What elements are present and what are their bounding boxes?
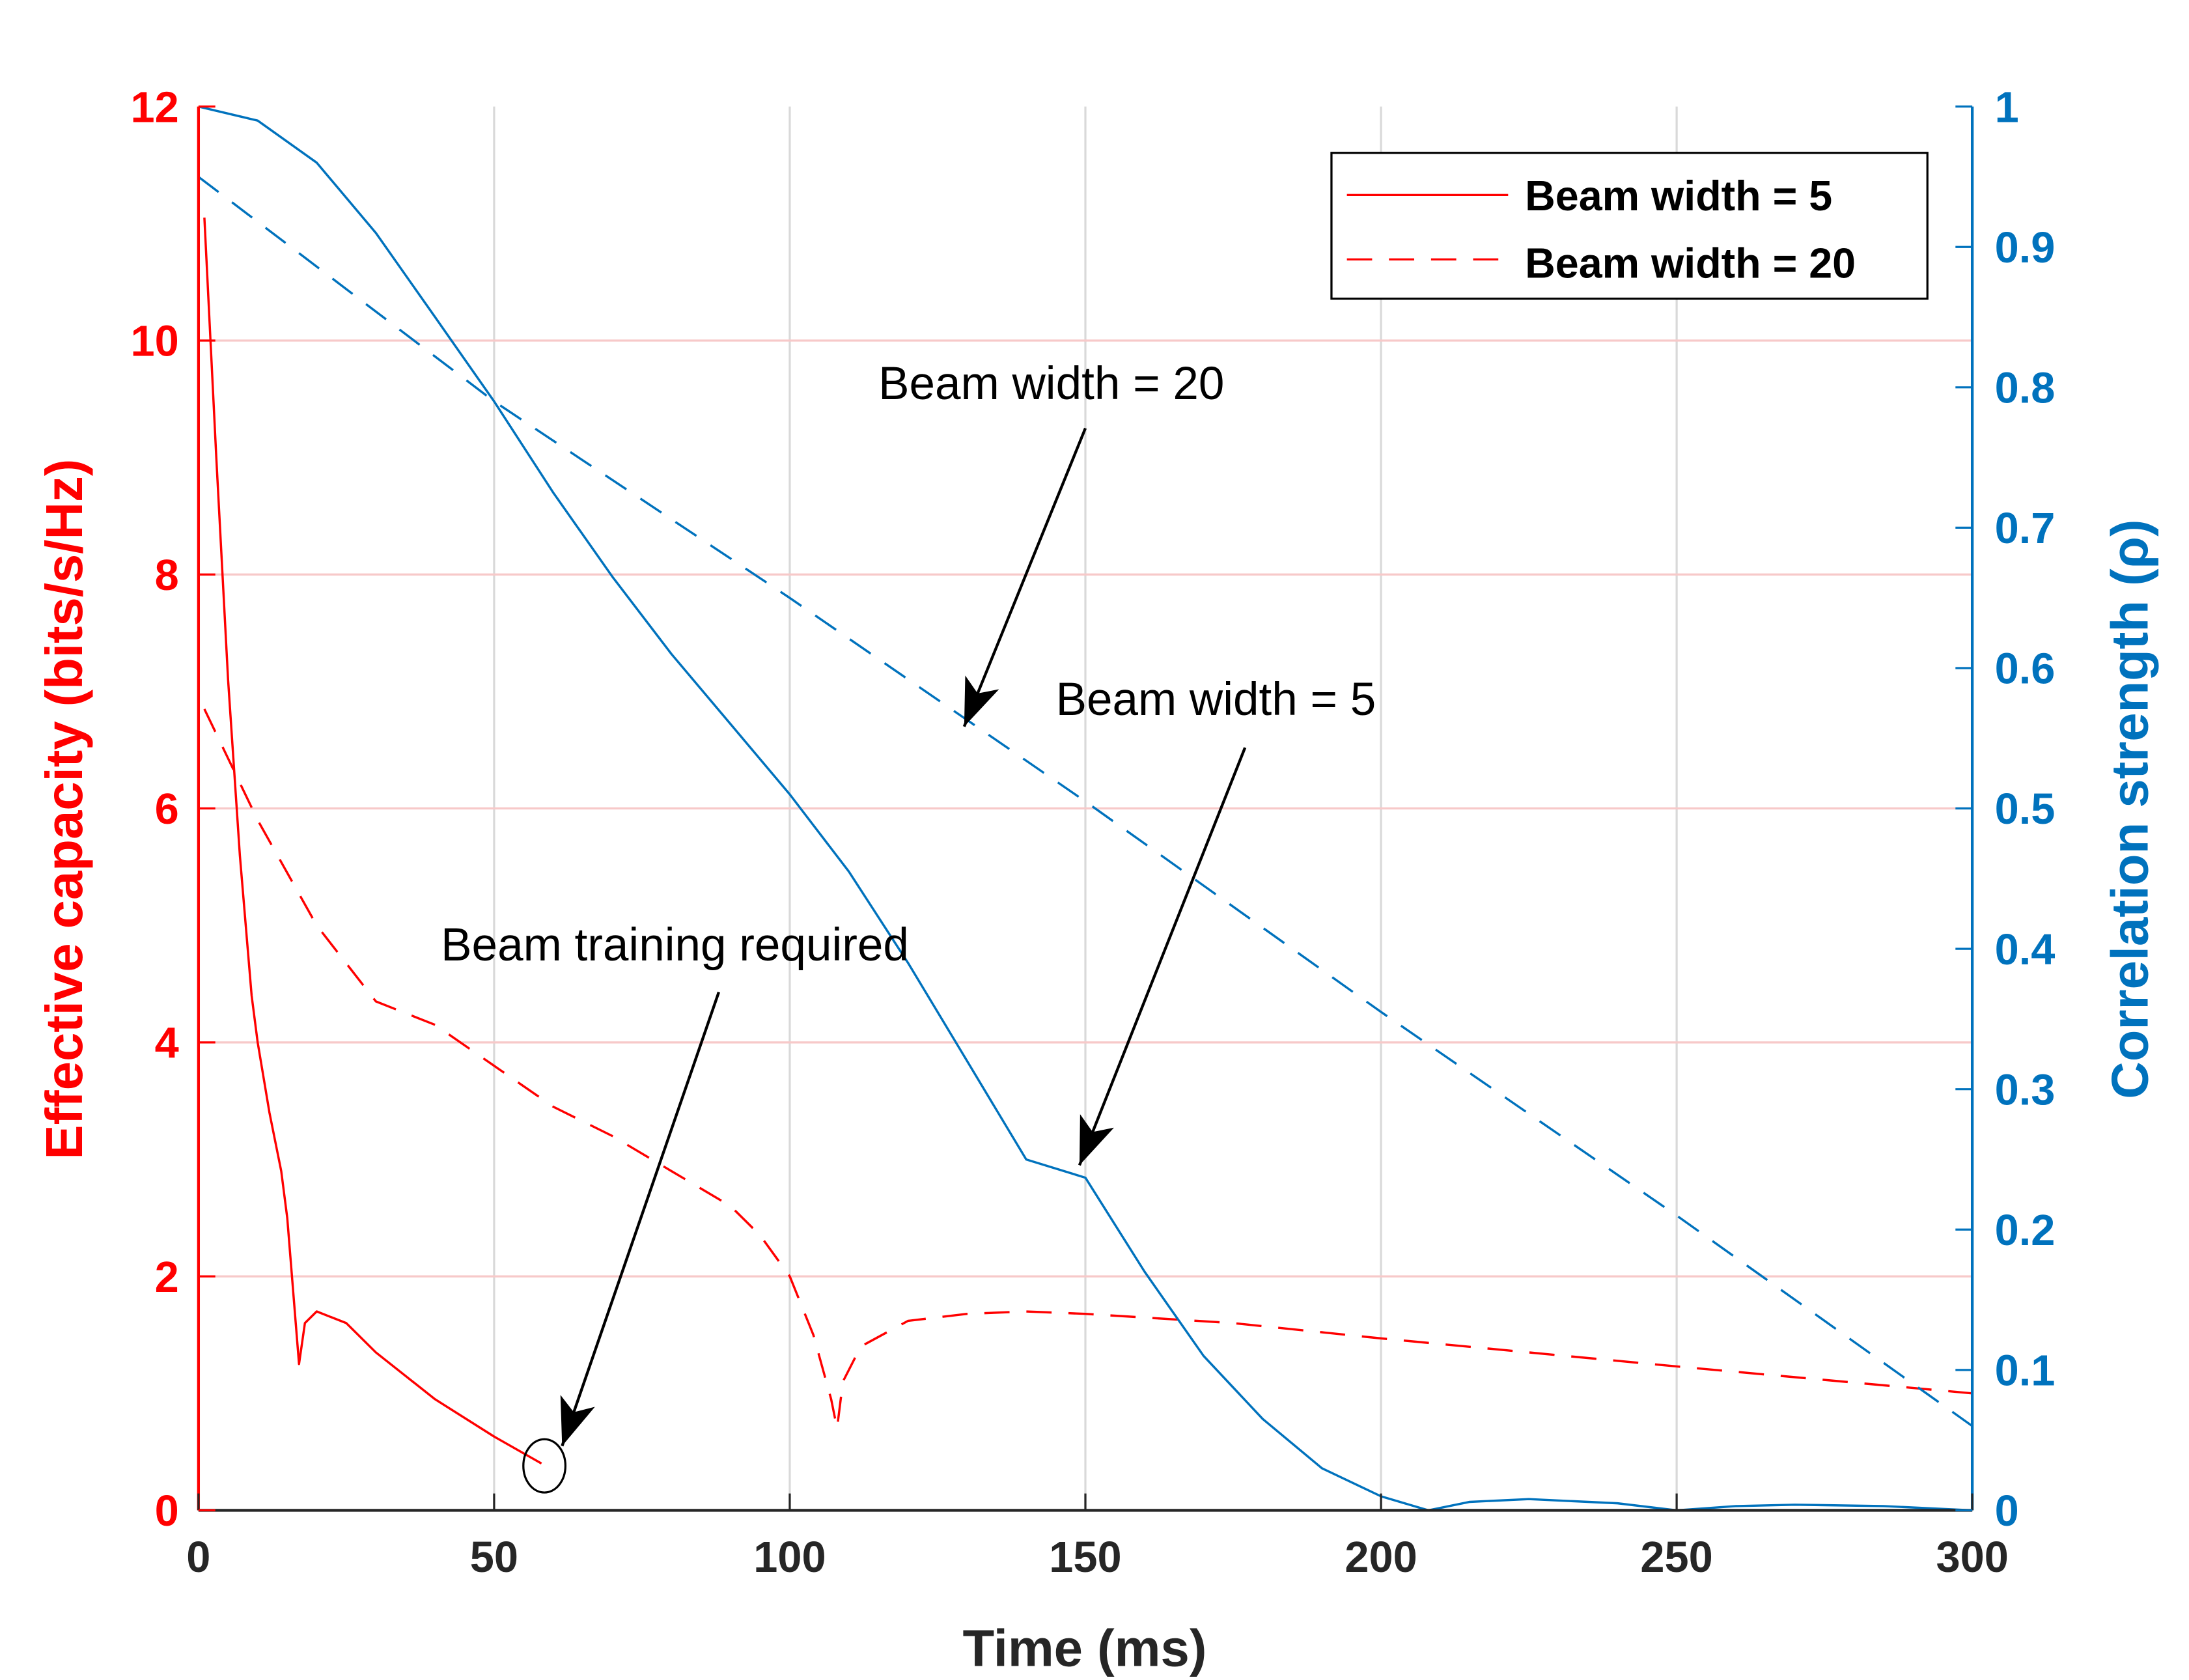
x-tick-label: 100 bbox=[753, 1533, 826, 1582]
left-y-tick-label: 4 bbox=[155, 1020, 179, 1068]
series-lines bbox=[197, 105, 1973, 1512]
left-y-tick-label: 6 bbox=[155, 785, 179, 833]
arrowhead-icon bbox=[1079, 1114, 1114, 1166]
right-y-tick-label: 0.5 bbox=[1995, 785, 2056, 833]
left-y-tick-label: 12 bbox=[130, 83, 178, 132]
left-y-tick-label: 2 bbox=[155, 1253, 179, 1302]
grid bbox=[198, 106, 1973, 1511]
annotations: Beam width = 20 Beam width = 5 Beam traini… bbox=[441, 358, 1376, 1494]
annotation-arrow-0 bbox=[962, 427, 1087, 727]
legend-label-bw5: Beam width = 5 bbox=[1525, 173, 1832, 219]
x-tick-label: 150 bbox=[1049, 1533, 1121, 1582]
highlight-circle bbox=[522, 1438, 567, 1494]
right-y-tick-label: 0.4 bbox=[1995, 926, 2056, 974]
legend-box bbox=[1330, 152, 1929, 300]
left-y-axis-label: Effective capacity (bits/s/Hz) bbox=[35, 459, 93, 1160]
series-line-1 bbox=[203, 708, 1973, 1430]
series-line-0 bbox=[203, 217, 542, 1464]
x-tick-label: 0 bbox=[186, 1533, 210, 1582]
right-y-tick-label: 0.1 bbox=[1995, 1347, 2056, 1395]
annotation-text-2: Beam training required bbox=[441, 919, 909, 971]
annotation-arrow-1 bbox=[1078, 747, 1247, 1166]
series-line-2 bbox=[198, 105, 1973, 1512]
arrowhead-icon bbox=[964, 675, 999, 727]
right-y-tick-label: 0.8 bbox=[1995, 365, 2056, 413]
annotation-text-0: Beam width = 20 bbox=[878, 358, 1224, 410]
right-y-tick-label: 0.6 bbox=[1995, 645, 2056, 693]
right-y-tick-label: 0.3 bbox=[1995, 1066, 2056, 1114]
arrowhead-icon bbox=[560, 1395, 595, 1446]
right-y-tick-label: 0.9 bbox=[1995, 224, 2056, 272]
right-y-tick-label: 0 bbox=[1995, 1487, 2019, 1535]
annotation-text-1: Beam width = 5 bbox=[1056, 674, 1376, 725]
right-y-axis-label: Correlation strength (ρ) bbox=[2100, 519, 2158, 1099]
axes: 0 50 100 150 200 250 30002468101200.10.20.30.4… bbox=[130, 83, 2055, 1582]
annotation-arrow-2 bbox=[561, 991, 721, 1447]
x-axis-label: Time (ms) bbox=[962, 1619, 1206, 1677]
legend: Beam width = 5 Beam width = 20 bbox=[1330, 152, 1929, 300]
right-y-tick-label: 1 bbox=[1995, 83, 2019, 132]
left-y-tick-label: 10 bbox=[130, 318, 178, 366]
x-tick-label: 300 bbox=[1936, 1533, 2008, 1582]
legend-label-bw20: Beam width = 20 bbox=[1525, 240, 1856, 287]
left-y-tick-label: 8 bbox=[155, 552, 179, 600]
x-tick-label: 50 bbox=[470, 1533, 518, 1582]
left-y-tick-label: 0 bbox=[155, 1487, 179, 1535]
x-tick-label: 250 bbox=[1640, 1533, 1712, 1582]
right-y-tick-label: 0.7 bbox=[1995, 505, 2056, 553]
x-tick-label: 200 bbox=[1345, 1533, 1417, 1582]
right-y-tick-label: 0.2 bbox=[1995, 1207, 2056, 1255]
